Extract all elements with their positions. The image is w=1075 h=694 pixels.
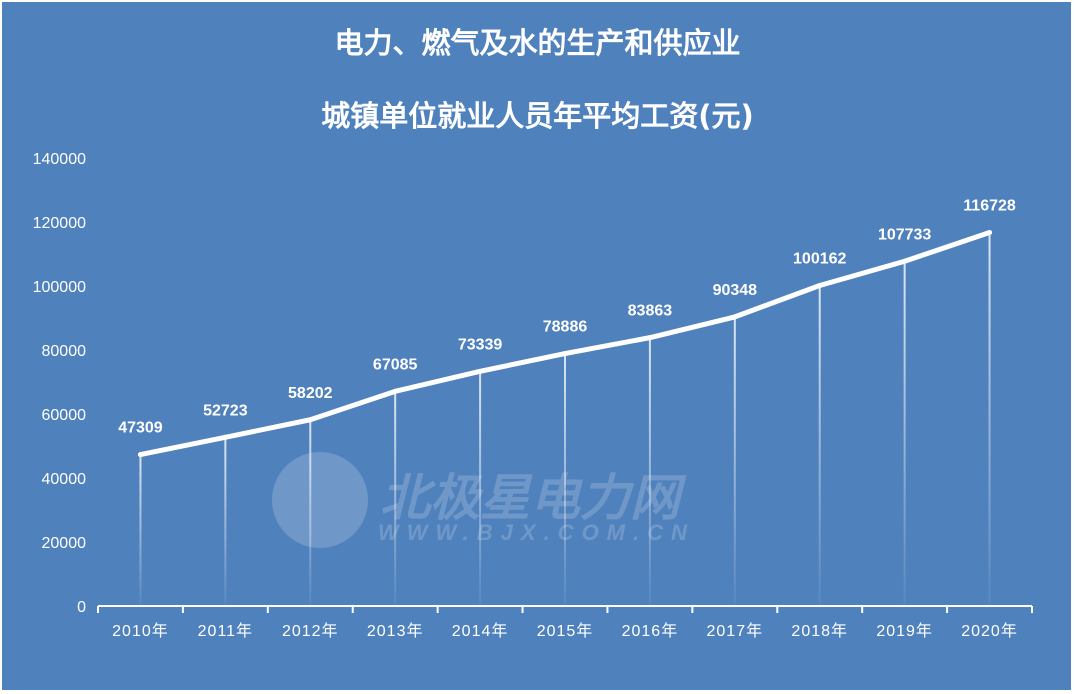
x-tick-label: 2016年 [622, 622, 679, 640]
data-label: 100162 [793, 250, 846, 267]
data-point [477, 368, 483, 374]
data-label: 107733 [878, 226, 931, 243]
x-tick-label: 2011年 [198, 622, 253, 640]
data-label: 52723 [203, 402, 248, 419]
data-point [732, 314, 738, 320]
y-tick-label: 40000 [42, 471, 87, 488]
drop-line [139, 454, 142, 606]
data-label: 90348 [713, 282, 758, 299]
drop-line [564, 353, 566, 606]
data-point [987, 229, 993, 235]
y-tick-label: 60000 [42, 407, 87, 424]
drop-line [988, 232, 991, 606]
drop-line [224, 437, 227, 606]
data-point [222, 434, 228, 440]
x-tick-label: 2010年 [112, 622, 169, 640]
data-point [647, 335, 653, 341]
watermark-logo-text: 北极星电力网 [380, 470, 687, 526]
x-tick-label: 2015年 [537, 622, 594, 640]
drop-line [648, 337, 651, 606]
data-label: 73339 [458, 336, 503, 353]
drop-line [818, 285, 821, 606]
x-tick-label: 2013年 [367, 622, 424, 640]
y-tick-label: 140000 [33, 151, 86, 168]
data-label: 47309 [118, 420, 163, 437]
y-tick-label: 120000 [33, 215, 86, 232]
data-point [562, 351, 568, 357]
data-label: 116728 [963, 197, 1016, 214]
y-tick-label: 80000 [42, 343, 87, 360]
data-label: 67085 [373, 356, 418, 373]
drop-line [394, 391, 397, 606]
data-label: 58202 [288, 385, 333, 402]
watermark-url-text: WWW.BJX.COM.CN [378, 520, 695, 545]
x-tick-label: 2020年 [961, 622, 1018, 640]
data-point [307, 417, 313, 423]
y-tick-label: 0 [77, 599, 86, 616]
chart-title-line2: 城镇单位就业人员年平均工资(元) [321, 99, 754, 133]
data-point [817, 282, 823, 288]
data-point [137, 452, 143, 458]
x-tick-label: 2017年 [707, 622, 764, 640]
data-label: 78886 [543, 319, 588, 336]
watermark: 北极星电力网 WWW.BJX.COM.CN [272, 452, 695, 548]
drop-line [309, 419, 312, 606]
data-point [392, 388, 398, 394]
drop-line [479, 371, 482, 606]
x-tick-label: 2012年 [282, 622, 339, 640]
data-label: 83863 [628, 303, 673, 320]
x-tick-label: 2019年 [876, 622, 933, 640]
data-point [902, 258, 908, 264]
y-tick-label: 100000 [33, 279, 86, 296]
y-tick-label: 20000 [42, 535, 87, 552]
chart-title-line1: 电力、燃气及水的生产和供应业 [334, 26, 741, 60]
drop-line [903, 261, 906, 606]
x-tick-label: 2018年 [791, 622, 848, 640]
drop-line [733, 316, 736, 606]
watermark-logo-icon [272, 452, 368, 548]
x-tick-label: 2014年 [452, 622, 509, 640]
